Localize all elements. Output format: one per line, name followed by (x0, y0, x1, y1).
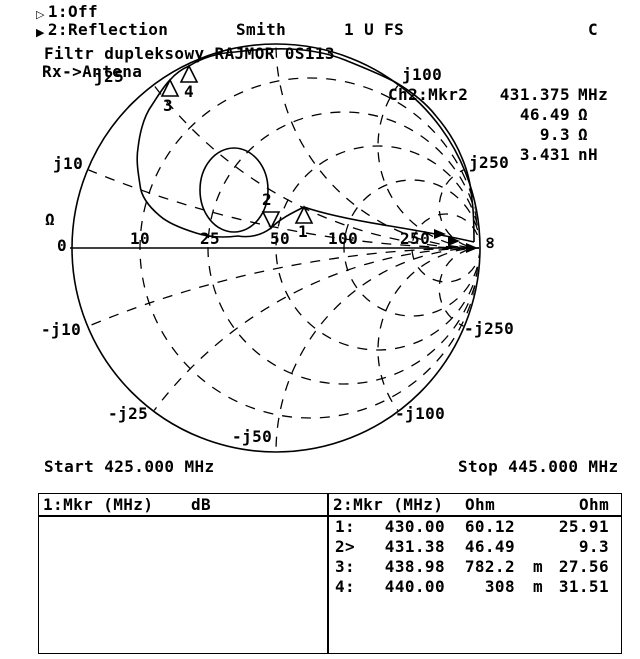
marker-table-divider (327, 494, 329, 653)
marker-3-triangle-icon (160, 78, 180, 97)
readout-resistance-value: 46.49 (519, 105, 570, 124)
marker-4-triangle-icon (179, 64, 199, 83)
marker-row-ohm1: 46.49 (464, 537, 515, 556)
format-label: Smith (236, 20, 287, 39)
axis-tick-100: 100 (328, 229, 359, 248)
marker-row-ohm2: 9.3 (578, 537, 609, 556)
table-row-marker-4: 4: 440.00 308 m 31.51 (335, 579, 609, 595)
grid-label-minus-j100: -j100 (395, 404, 446, 423)
sweep-stop-label: Stop 445.000 MHz (458, 457, 619, 476)
grid-label-minus-j50: -j50 (232, 427, 273, 446)
marker-4-number: 4 (184, 82, 195, 101)
table-right-header-ohm1: Ohm (465, 495, 496, 514)
marker-table-header-underline (39, 515, 621, 517)
marker-row-ohm1: 782.2 (464, 557, 515, 576)
readout-line-inductance: 3.431 nH (490, 147, 598, 163)
readout-reactance-unit: Ω (578, 125, 589, 144)
readout-frequency-unit: MHz (578, 85, 609, 104)
table-row-marker-1: 1: 430.00 60.12 25.91 (335, 519, 609, 535)
marker-row-freq: 430.00 (384, 517, 445, 536)
marker-row-ohm2: 25.91 (558, 517, 609, 536)
channel1-label: 1:Off (47, 2, 99, 21)
table-left-header-mkr: 1:Mkr (MHz) (43, 495, 154, 514)
readout-reactance-value: 9.3 (539, 125, 570, 144)
infinity-icon: ∞ (479, 237, 501, 249)
marker-row-ohm1: 60.12 (464, 517, 515, 536)
grid-label-j25: j25 (94, 67, 125, 86)
scale-label: 1 U FS (344, 20, 405, 39)
marker-1-triangle-icon (294, 205, 314, 224)
marker-row-unit-prefix: m (533, 577, 544, 596)
marker-row-id: 4: (335, 577, 356, 596)
marker-row-unit-prefix (515, 539, 543, 555)
table-row-marker-3: 3: 438.98 782.2 m 27.56 (335, 559, 609, 575)
readout-line-frequency: 431.375 MHz (490, 87, 608, 103)
sweep-start-label: Start 425.000 MHz (44, 457, 215, 476)
cal-status-label: C (588, 20, 599, 39)
readout-line-resistance: 46.49 Ω (490, 107, 588, 123)
marker-row-id: 1: (335, 517, 356, 536)
marker-2-number: 2 (262, 190, 273, 209)
measurement-title-line1: Filtr dupleksowy RAJMOR 0S113 (44, 44, 335, 63)
readout-resistance-unit: Ω (578, 105, 589, 124)
marker-row-freq: 440.00 (384, 577, 445, 596)
grid-label-minus-j25: -j25 (108, 404, 149, 423)
marker-row-ohm2: 27.56 (558, 557, 609, 576)
channel2-status: ▶ 2:Reflection (36, 20, 169, 39)
marker-row-ohm2: 31.51 (558, 577, 609, 596)
axis-tick-25: 25 (200, 229, 221, 248)
marker-1-number: 1 (298, 222, 309, 241)
readout-line-reactance: 9.3 Ω (490, 127, 588, 143)
trace-arrowhead-2 (448, 236, 460, 246)
marker-row-freq: 431.38 (384, 537, 445, 556)
grid-label-minus-j10: -j10 (41, 320, 82, 339)
channel2-marker-icon: ▶ (36, 26, 45, 39)
reflection-trace (136, 47, 475, 243)
axis-tick-10: 10 (130, 229, 151, 248)
trace-arrowhead-1 (434, 229, 446, 239)
table-left-header-db: dB (191, 495, 212, 514)
axis-tick-250: 250 (400, 229, 431, 248)
marker-row-freq: 438.98 (384, 557, 445, 576)
readout-prefix: Ch2:Mkr2 (388, 85, 469, 104)
readout-frequency-value: 431.375 (499, 85, 570, 104)
marker-row-id: 3: (335, 557, 356, 576)
grid-label-minus-j250: -j250 (464, 319, 515, 338)
axis-infinity-label: ∞ (480, 234, 501, 252)
axis-zero-label: 0 (57, 236, 68, 255)
channel1-status: ▷ 1:Off (36, 2, 99, 21)
marker-row-id: 2> (335, 537, 356, 556)
channel1-marker-icon: ▷ (36, 8, 45, 21)
grid-label-j10: j10 (53, 154, 84, 173)
readout-inductance-unit: nH (578, 145, 599, 164)
marker-row-unit-prefix (515, 519, 543, 535)
axis-tick-50: 50 (270, 229, 291, 248)
table-row-marker-2: 2> 431.38 46.49 9.3 (335, 539, 609, 555)
ohm-symbol-label: Ω (45, 210, 56, 229)
axis-arrowhead (466, 243, 478, 253)
marker-3-number: 3 (163, 96, 174, 115)
table-right-header-ohm2: Ohm (579, 495, 610, 514)
marker-row-ohm1: 308 (484, 577, 515, 596)
table-right-header-mkr: 2:Mkr (MHz) (333, 495, 444, 514)
grid-label-j100: j100 (402, 65, 443, 84)
marker-table: 1:Mkr (MHz) dB 2:Mkr (MHz) Ohm Ohm 1: 43… (38, 493, 622, 654)
measurement-title-line2: Rx->Antena (42, 62, 143, 81)
marker-2-triangle-icon (261, 211, 281, 230)
grid-label-j250: j250 (469, 153, 510, 172)
marker-row-unit-prefix: m (533, 557, 544, 576)
channel2-label: 2:Reflection (47, 20, 169, 39)
readout-inductance-value: 3.431 (519, 145, 570, 164)
trace-passband-loop (199, 147, 269, 233)
